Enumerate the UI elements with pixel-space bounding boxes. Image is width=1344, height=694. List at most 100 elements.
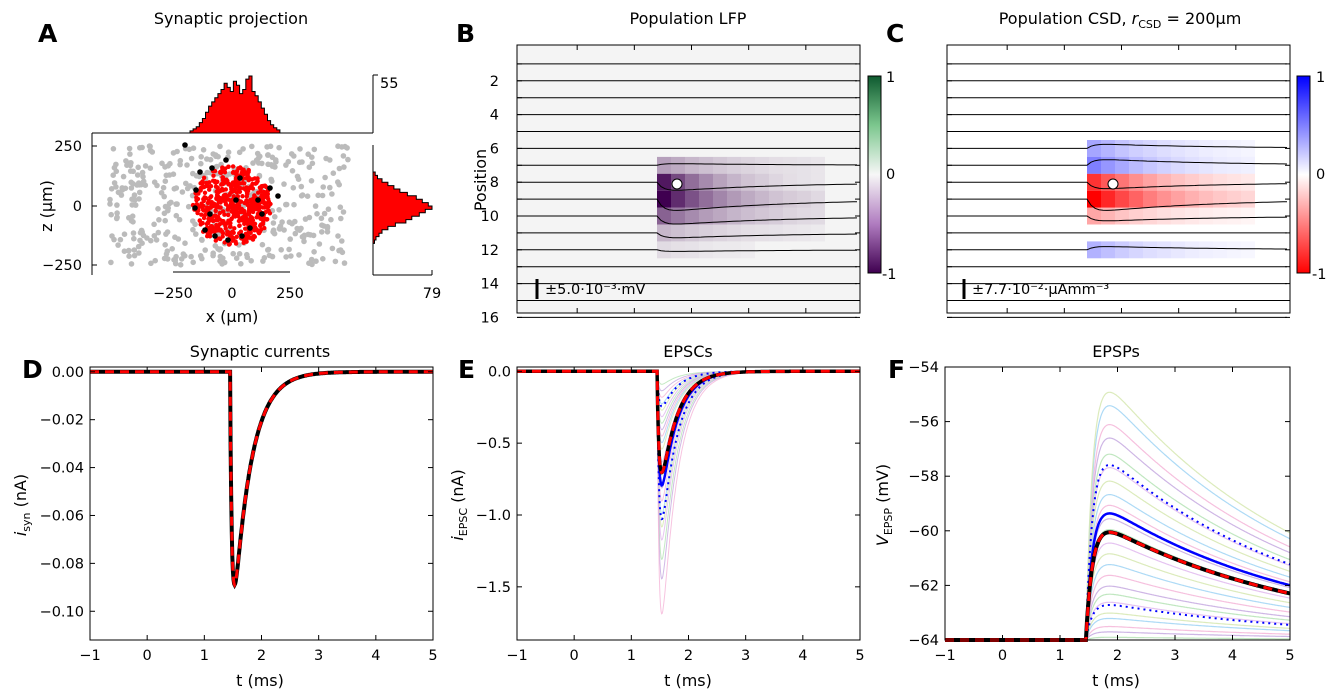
d-ylabel: isyn (nA) [11, 474, 33, 536]
cell-point [307, 232, 314, 238]
cell-point [173, 212, 180, 219]
panel-c: Population CSD, rCSD = 200µm ±7.7·10⁻²·µ… [946, 9, 1326, 318]
synapse-point [231, 230, 236, 235]
cell-point [121, 231, 128, 237]
synapse-point [214, 189, 219, 194]
cell-point [107, 196, 113, 203]
lfp-scale-label: ±5.0·10⁻³·mV [545, 282, 645, 298]
panel-label-a: A [38, 19, 58, 48]
synapse-point [256, 204, 261, 210]
xtick-label: 3 [1170, 648, 1179, 664]
heatmap-cell [1199, 140, 1213, 157]
synapse-point [213, 208, 218, 214]
heatmap-cell [1227, 241, 1241, 259]
heatmap-cell [1241, 140, 1255, 157]
heatmap-cell [699, 241, 713, 259]
synapse-point [244, 239, 249, 244]
cell-point [140, 178, 147, 185]
epsp-std-dotted-line [945, 464, 1291, 641]
colorbar [867, 75, 882, 274]
channel-trace [947, 246, 1287, 251]
xtick-label: 2 [257, 648, 266, 664]
cell-point [114, 210, 120, 216]
ytick-label: −56 [908, 415, 939, 431]
csd-scale-label: ±7.7·10⁻²·µAmm⁻³ [972, 282, 1109, 298]
xtick-label: 1 [200, 648, 209, 664]
heatmap-cell [1227, 207, 1241, 225]
heatmap-cell [1157, 241, 1171, 259]
ytick-label: 6 [490, 141, 499, 157]
panel-d-title: Synaptic currents [190, 342, 330, 361]
cell-point [137, 145, 143, 151]
synapse-point [228, 203, 234, 208]
cell-point [304, 193, 311, 199]
cell-point [131, 235, 137, 242]
synapse-point [241, 167, 246, 172]
synapse-point [233, 209, 238, 215]
heatmap-cell [1087, 190, 1101, 208]
cell-point [110, 146, 117, 152]
synapse-point [199, 212, 204, 217]
cell-point [291, 153, 297, 159]
cell-point [177, 161, 183, 168]
cell-with-synapse-point [275, 193, 281, 199]
cell-point [287, 236, 294, 242]
heatmap-cell [1241, 156, 1255, 174]
heatmap-cell [1101, 156, 1115, 174]
cell-point [319, 192, 326, 199]
synapse-point [230, 164, 236, 169]
synapse-point [257, 229, 263, 234]
heatmap-cell [671, 241, 685, 259]
cell-point [225, 149, 232, 155]
synapse-point [226, 212, 231, 217]
cell-point [140, 173, 146, 180]
cell-with-synapse-point [209, 165, 215, 171]
heatmap-cell [657, 224, 671, 242]
cell-point [160, 184, 167, 191]
channel-trace [947, 215, 1288, 222]
heatmap-cell [1129, 140, 1143, 157]
cell-point [248, 258, 254, 264]
synapse-point [246, 169, 251, 175]
synapse-point [218, 205, 223, 210]
cell-point [131, 252, 138, 259]
heatmap-cell [727, 156, 741, 174]
cell-point [172, 260, 179, 267]
heatmap-cell [1185, 140, 1199, 157]
synapse-point [245, 202, 250, 207]
heatmap-cell [1213, 173, 1227, 191]
a-xtick: −250 [153, 286, 193, 302]
cell-point [217, 143, 223, 150]
heatmap-cell [741, 241, 755, 258]
heatmap-cell [1199, 241, 1213, 259]
synapse-point [225, 229, 230, 234]
heatmap-cell [727, 241, 741, 259]
xtick-label: 0 [143, 648, 152, 664]
ytick-label: −60 [908, 524, 939, 540]
heatmap-cell [1185, 173, 1199, 191]
cell-point [166, 200, 173, 207]
xtick-label: −1 [506, 648, 527, 664]
panel-label-b: B [456, 19, 475, 48]
synapse-point [242, 208, 247, 214]
heatmap-cell [1129, 173, 1143, 191]
cell-point [308, 178, 315, 184]
heatmap-cell [713, 241, 727, 259]
cell-point [151, 221, 157, 228]
panel-a-title: Synaptic projection [154, 9, 308, 28]
cell-point [188, 253, 194, 260]
heatmap-cell [741, 190, 755, 208]
cell-point [153, 237, 160, 243]
heatmap-cell [755, 156, 769, 174]
cell-point [217, 246, 224, 252]
cell-point [129, 202, 135, 208]
synapse-point [232, 226, 237, 231]
f-ylabel: VEPSP (mV) [873, 464, 895, 546]
synapse-point [237, 189, 243, 194]
cell-point [172, 234, 178, 240]
scatter-points [107, 142, 351, 268]
synapse-point [237, 199, 243, 205]
cell-point [139, 240, 145, 246]
axes-frame [944, 366, 1291, 641]
b-ylabel: Position [471, 149, 490, 211]
